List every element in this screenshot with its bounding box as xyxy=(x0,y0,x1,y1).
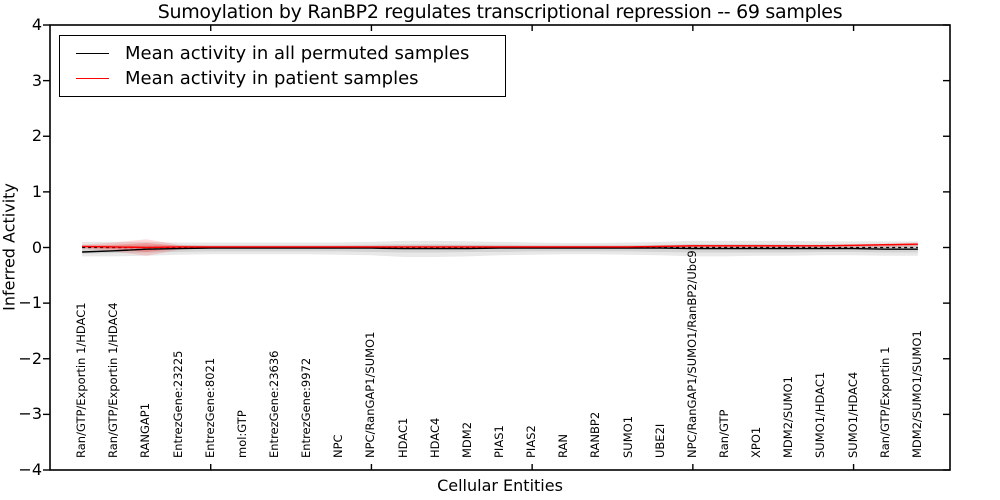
band-permuted-outer xyxy=(82,240,918,257)
category-label: HDAC4 xyxy=(427,417,442,458)
category-label: Ran/GTP/Exportin 1 xyxy=(877,346,892,458)
legend-line-permuted-icon xyxy=(76,52,109,54)
category-label: NPC/RanGAP1/SUMO1 xyxy=(363,331,378,458)
category-label: EntrezGene:9972 xyxy=(299,357,314,458)
category-label: MDM2 xyxy=(459,421,474,458)
category-label: EntrezGene:23636 xyxy=(267,350,281,458)
chart-title: Sumoylation by RanBP2 regulates transcri… xyxy=(157,1,843,23)
x-axis-label: Cellular Entities xyxy=(437,476,563,495)
category-label: SUMO1/HDAC1 xyxy=(813,371,828,458)
legend-label-permuted: Mean activity in all permuted samples xyxy=(125,42,470,64)
category-label: SUMO1 xyxy=(620,415,635,458)
series-line-0 xyxy=(82,247,918,253)
y-tick-label: −3 xyxy=(18,404,42,424)
y-tick-label: 2 xyxy=(31,126,42,146)
series-line-1 xyxy=(82,243,918,249)
category-label: RANBP2 xyxy=(588,411,603,458)
y-tick-label: 4 xyxy=(31,15,42,34)
category-label: mol:GTP xyxy=(234,410,249,458)
category-label: NPC/RanGAP1/SUMO1/RanBP2/Ubc9 xyxy=(684,250,699,458)
legend-entry-permuted: Mean activity in all permuted samples xyxy=(60,43,505,64)
y-tick-label: 3 xyxy=(31,70,42,90)
category-label: RAN xyxy=(556,434,571,458)
legend-line-patient-icon xyxy=(76,78,109,80)
category-label: EntrezGene:23225 xyxy=(170,350,185,458)
legend-label-patient: Mean activity in patient samples xyxy=(125,68,419,90)
category-label: Ran/GTP/Exportin 1/HDAC4 xyxy=(106,302,121,458)
category-label: NPC xyxy=(331,434,346,458)
legend: Mean activity in all permuted samples Me… xyxy=(59,35,506,97)
category-label: XPO1 xyxy=(749,426,764,458)
category-label: HDAC1 xyxy=(395,417,410,458)
category-label: EntrezGene:8021 xyxy=(202,357,217,458)
category-label: Ran/GTP/Exportin 1/HDAC1 xyxy=(74,302,89,458)
category-label: Ran/GTP xyxy=(717,409,731,458)
category-label: UBE2I xyxy=(652,423,667,458)
category-label: PIAS1 xyxy=(492,425,506,458)
category-label: SUMO1/HDAC4 xyxy=(845,371,860,458)
category-label: MDM2/SUMO1/SUMO1 xyxy=(909,330,924,458)
y-tick-label: −2 xyxy=(18,348,42,368)
category-label: MDM2/SUMO1 xyxy=(781,376,796,458)
category-label: PIAS2 xyxy=(524,425,539,458)
y-tick-label: −4 xyxy=(18,460,42,479)
category-label: RANGAP1 xyxy=(138,402,153,458)
y-tick-label: 0 xyxy=(31,237,42,257)
y-tick-label: 1 xyxy=(31,181,42,201)
legend-entry-patient: Mean activity in patient samples xyxy=(60,68,505,89)
y-tick-label: −1 xyxy=(18,293,42,313)
